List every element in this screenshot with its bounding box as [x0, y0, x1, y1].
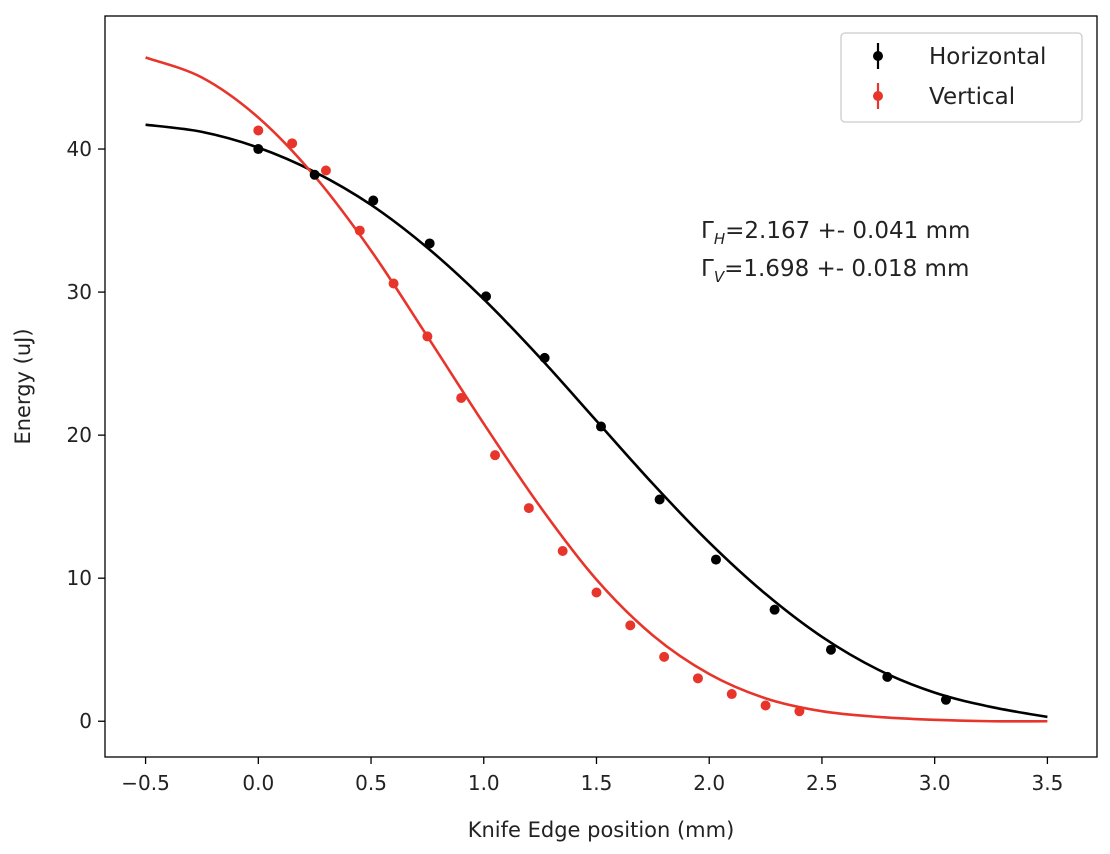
x-tick-label: 1.5 [581, 771, 613, 795]
horizontal-data-point [940, 694, 951, 705]
y-tick-label: 10 [67, 566, 92, 590]
gamma-value-text: =2.167 +- 0.041 mm [725, 218, 970, 244]
vertical-data-point [692, 673, 703, 684]
vertical-data-point [659, 651, 670, 662]
gamma-subscript: V [714, 268, 726, 286]
x-tick-label: 0.0 [242, 771, 274, 795]
vertical-data-point [625, 620, 636, 631]
x-tick-label: 1.0 [468, 771, 500, 795]
vertical-data-point [760, 700, 771, 711]
gamma-value-text: =1.698 +- 0.018 mm [724, 256, 969, 282]
horizontal-data-point [596, 421, 606, 432]
vertical-data-point [456, 392, 467, 403]
horizontal-data-point [825, 644, 836, 655]
horizontal-fit-line [145, 123, 1048, 719]
y-axis-label: Energy (uJ) [11, 328, 35, 444]
vertical-data-point [422, 331, 433, 342]
gamma-symbol: Γ [701, 256, 714, 282]
vertical-data-point [490, 450, 501, 461]
horizontal-data-point [654, 494, 665, 505]
horizontal-data-point [368, 195, 379, 206]
horizontal-data-point [769, 604, 780, 615]
y-tick-label: 0 [79, 709, 92, 733]
vertical-data-point [726, 689, 737, 700]
x-tick-label: 3.0 [919, 771, 951, 795]
horizontal-data-point [882, 671, 893, 682]
horizontal-data-point [253, 144, 264, 155]
gamma-v-annotation: ΓV=1.698 +- 0.018 mm [701, 256, 969, 286]
horizontal-data-point [481, 291, 492, 302]
vertical-data-point [794, 706, 805, 717]
horizontal-data-point [539, 352, 550, 363]
horizontal-data-point [424, 238, 435, 249]
x-tick-label: 2.5 [806, 771, 838, 795]
plot-frame [104, 15, 1098, 758]
vertical-data-point [591, 587, 602, 598]
vertical-data-point [557, 546, 568, 557]
y-tick-label: 30 [67, 280, 92, 304]
y-tick-label: 20 [67, 423, 92, 447]
horizontal-data-point [309, 169, 320, 180]
vertical-data-point [287, 138, 298, 149]
horizontal-legend-marker [873, 51, 883, 61]
gamma-h-annotation: ΓH=2.167 +- 0.041 mm [701, 218, 970, 248]
vertical-data-point [354, 225, 365, 236]
y-tick-label: 40 [67, 137, 92, 161]
gamma-symbol: Γ [701, 218, 714, 244]
horizontal-data-point [710, 554, 721, 565]
vertical-legend-marker [873, 91, 883, 101]
vertical-data-point [523, 503, 534, 514]
x-tick-label: −0.5 [121, 771, 170, 795]
horizontal-legend-label: Horizontal [929, 44, 1046, 70]
fit-curves [145, 56, 1048, 723]
vertical-data-point [388, 278, 399, 289]
data-points [253, 125, 951, 717]
x-tick-label: 2.0 [693, 771, 725, 795]
x-axis-ticks: −0.5 0.0 0.5 1.0 1.5 2.0 2.5 3.0 3.5 [121, 757, 1063, 795]
vertical-data-point [253, 125, 264, 136]
x-tick-label: 3.5 [1031, 771, 1063, 795]
legend: Horizontal Vertical [840, 32, 1083, 123]
gamma-subscript: H [714, 230, 725, 248]
vertical-data-point [320, 165, 331, 176]
y-axis-ticks: 0 10 20 30 40 [67, 137, 105, 733]
x-axis-label: Knife Edge position (mm) [468, 818, 735, 842]
x-tick-label: 0.5 [355, 771, 387, 795]
legend-box [840, 32, 1083, 123]
vertical-legend-label: Vertical [929, 84, 1015, 110]
vertical-fit-line [145, 56, 1048, 723]
